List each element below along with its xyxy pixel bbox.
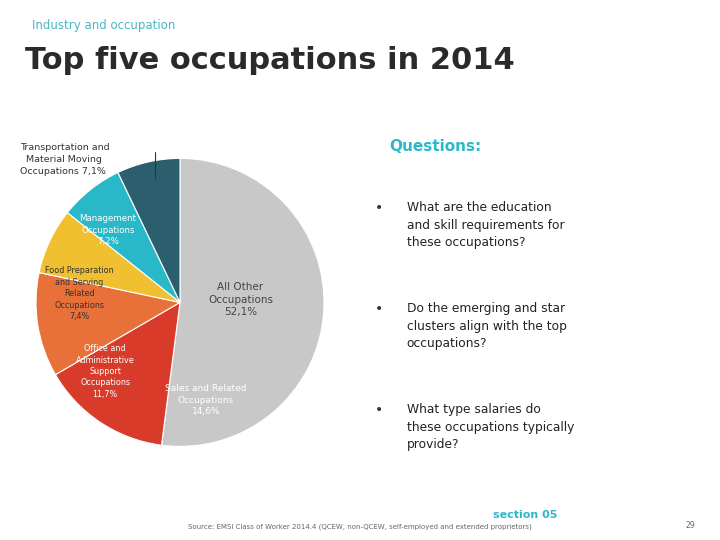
Text: Management
Occupations
7,2%: Management Occupations 7,2% bbox=[79, 214, 137, 246]
Text: •: • bbox=[374, 302, 382, 316]
Text: Questions:: Questions: bbox=[389, 139, 481, 154]
Wedge shape bbox=[39, 213, 180, 302]
Text: What type salaries do
these occupations typically
provide?: What type salaries do these occupations … bbox=[407, 403, 574, 451]
Text: 29: 29 bbox=[685, 521, 695, 530]
Text: All Other
Occupations
52,1%: All Other Occupations 52,1% bbox=[208, 282, 273, 318]
Text: What are the education
and skill requirements for
these occupations?: What are the education and skill require… bbox=[407, 201, 564, 249]
Text: section 05: section 05 bbox=[493, 510, 557, 521]
Text: Do the emerging and star
clusters align with the top
occupations?: Do the emerging and star clusters align … bbox=[407, 302, 567, 350]
Text: Transportation and
  Material Moving
Occupations 7,1%: Transportation and Material Moving Occup… bbox=[20, 143, 109, 176]
Text: Industry and occupation: Industry and occupation bbox=[32, 19, 176, 32]
Text: Source: EMSI Class of Worker 2014.4 (QCEW, non-QCEW, self-employed and extended : Source: EMSI Class of Worker 2014.4 (QCE… bbox=[188, 524, 532, 530]
Text: Food Preparation
and Serving
Related
Occupations
7,4%: Food Preparation and Serving Related Occ… bbox=[45, 266, 114, 321]
Text: •: • bbox=[374, 403, 382, 417]
Wedge shape bbox=[161, 158, 324, 447]
Wedge shape bbox=[36, 273, 180, 375]
Text: Office and
Administrative
Support
Occupations
11,7%: Office and Administrative Support Occupa… bbox=[76, 344, 135, 399]
Text: Top five occupations in 2014: Top five occupations in 2014 bbox=[25, 46, 515, 75]
Wedge shape bbox=[118, 158, 180, 302]
Wedge shape bbox=[55, 302, 180, 445]
Text: •: • bbox=[374, 201, 382, 215]
Text: Sales and Related
Occupations
14,6%: Sales and Related Occupations 14,6% bbox=[165, 384, 247, 416]
Wedge shape bbox=[68, 172, 180, 302]
